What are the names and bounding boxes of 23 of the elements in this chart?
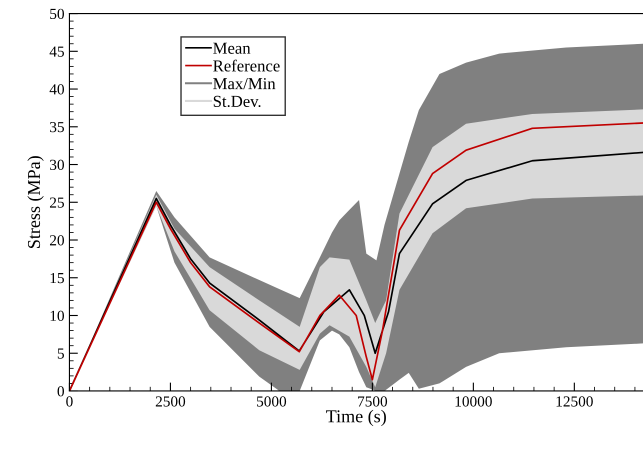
y-tick-label: 50	[50, 8, 64, 20]
y-tick-label: 10	[50, 310, 64, 321]
x-tick-label: 7500	[358, 396, 388, 407]
x-tick-label: 2500	[156, 396, 186, 407]
y-tick-label: 30	[50, 160, 64, 170]
legend-label: Mean	[213, 42, 250, 54]
legend-label: Max/Min	[213, 78, 276, 90]
y-tick-label: 5	[58, 348, 64, 359]
y-tick-label: 35	[50, 122, 64, 132]
y-tick-label: 15	[50, 272, 64, 284]
legend-label: St.Dev.	[214, 96, 260, 108]
x-tick-label: 5000	[257, 396, 286, 407]
y-tick-label: 25	[50, 197, 64, 208]
y-tick-label: 0	[58, 386, 64, 396]
x-axis-title: Time (s)	[326, 410, 386, 426]
y-tick-label: 40	[50, 84, 64, 94]
x-tick-label: 10000	[456, 396, 492, 407]
y-axis-title: Stress (MPa)	[27, 156, 44, 248]
y-tick-label: 45	[50, 46, 64, 57]
y-tick-label: 20	[50, 235, 64, 246]
x-tick-label: 0	[66, 396, 73, 407]
legend-label: Reference	[213, 60, 280, 72]
x-tick-label: 12500	[556, 396, 593, 407]
